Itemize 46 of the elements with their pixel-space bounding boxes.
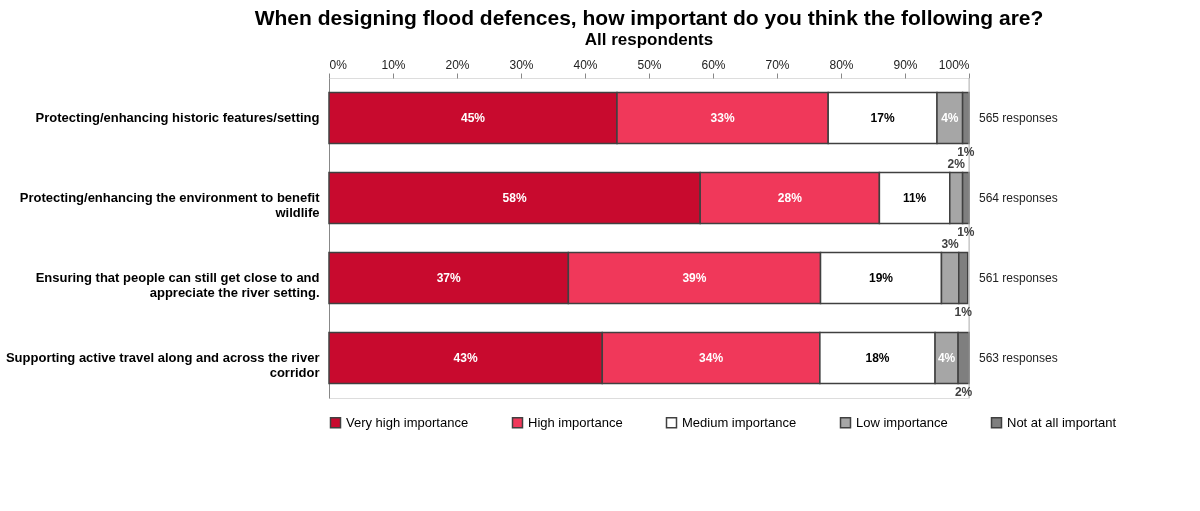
x-tick-label: 0%: [329, 57, 348, 72]
x-tick-label: 80%: [829, 57, 854, 72]
data-label: 1%: [957, 224, 975, 239]
x-tick-label: 20%: [445, 57, 470, 72]
legend-label: Not at all important: [1007, 414, 1117, 430]
data-label: 18%: [865, 351, 890, 365]
data-label: 34%: [699, 351, 724, 365]
x-tick-label: 30%: [509, 57, 534, 72]
text: 564 responses: [979, 191, 1058, 205]
data-label: 28%: [777, 191, 803, 205]
x-tick-label: 90%: [893, 57, 918, 72]
data-label: 1%: [957, 144, 975, 159]
x-tick-label: 60%: [701, 57, 726, 72]
data-label: 39%: [682, 271, 707, 285]
data-label: 19%: [868, 271, 894, 285]
x-tick-label: 50%: [637, 57, 662, 72]
x-tick-label: 100%: [938, 57, 970, 72]
text: 563 responses: [979, 351, 1058, 365]
y-tick-label: Ensuring that people can still get close to and appreciate the river setting.: [35, 270, 320, 300]
text: 565 responses: [979, 111, 1058, 125]
data-label: 33%: [710, 111, 735, 125]
chart-title: When designing flood defences, how important do you think the following are?: [254, 6, 1044, 29]
legend-label: Very high importance: [346, 414, 469, 430]
x-tick-label: 10%: [381, 57, 406, 72]
x-tick-label: 70%: [765, 57, 790, 72]
data-label: 37%: [436, 271, 462, 285]
x-tick-label: 40%: [573, 57, 598, 72]
chart-subtitle: All respondents: [584, 30, 714, 49]
legend-label: Low importance: [856, 414, 948, 430]
data-label: 43%: [453, 351, 478, 365]
data-label: 1%: [954, 304, 973, 319]
data-label: 58%: [502, 191, 527, 205]
data-label: 4%: [941, 111, 959, 125]
data-label: 2%: [954, 384, 973, 399]
data-label: 45%: [460, 111, 486, 125]
y-tick-label: Supporting active travel along and across the river corridor: [5, 350, 320, 380]
text: 561 responses: [979, 271, 1058, 285]
legend-label: High importance: [528, 414, 623, 430]
data-label: 17%: [870, 111, 895, 125]
data-label: 2%: [947, 157, 966, 172]
data-label: 11%: [902, 191, 927, 205]
y-tick-label: Protecting/enhancing the environment to benefit wildlife: [19, 190, 321, 220]
y-tick-label: Protecting/enhancing historic features/setting: [35, 110, 320, 125]
data-label: 4%: [937, 351, 956, 365]
legend-label: Medium importance: [682, 414, 797, 430]
data-label: 3%: [941, 237, 960, 252]
